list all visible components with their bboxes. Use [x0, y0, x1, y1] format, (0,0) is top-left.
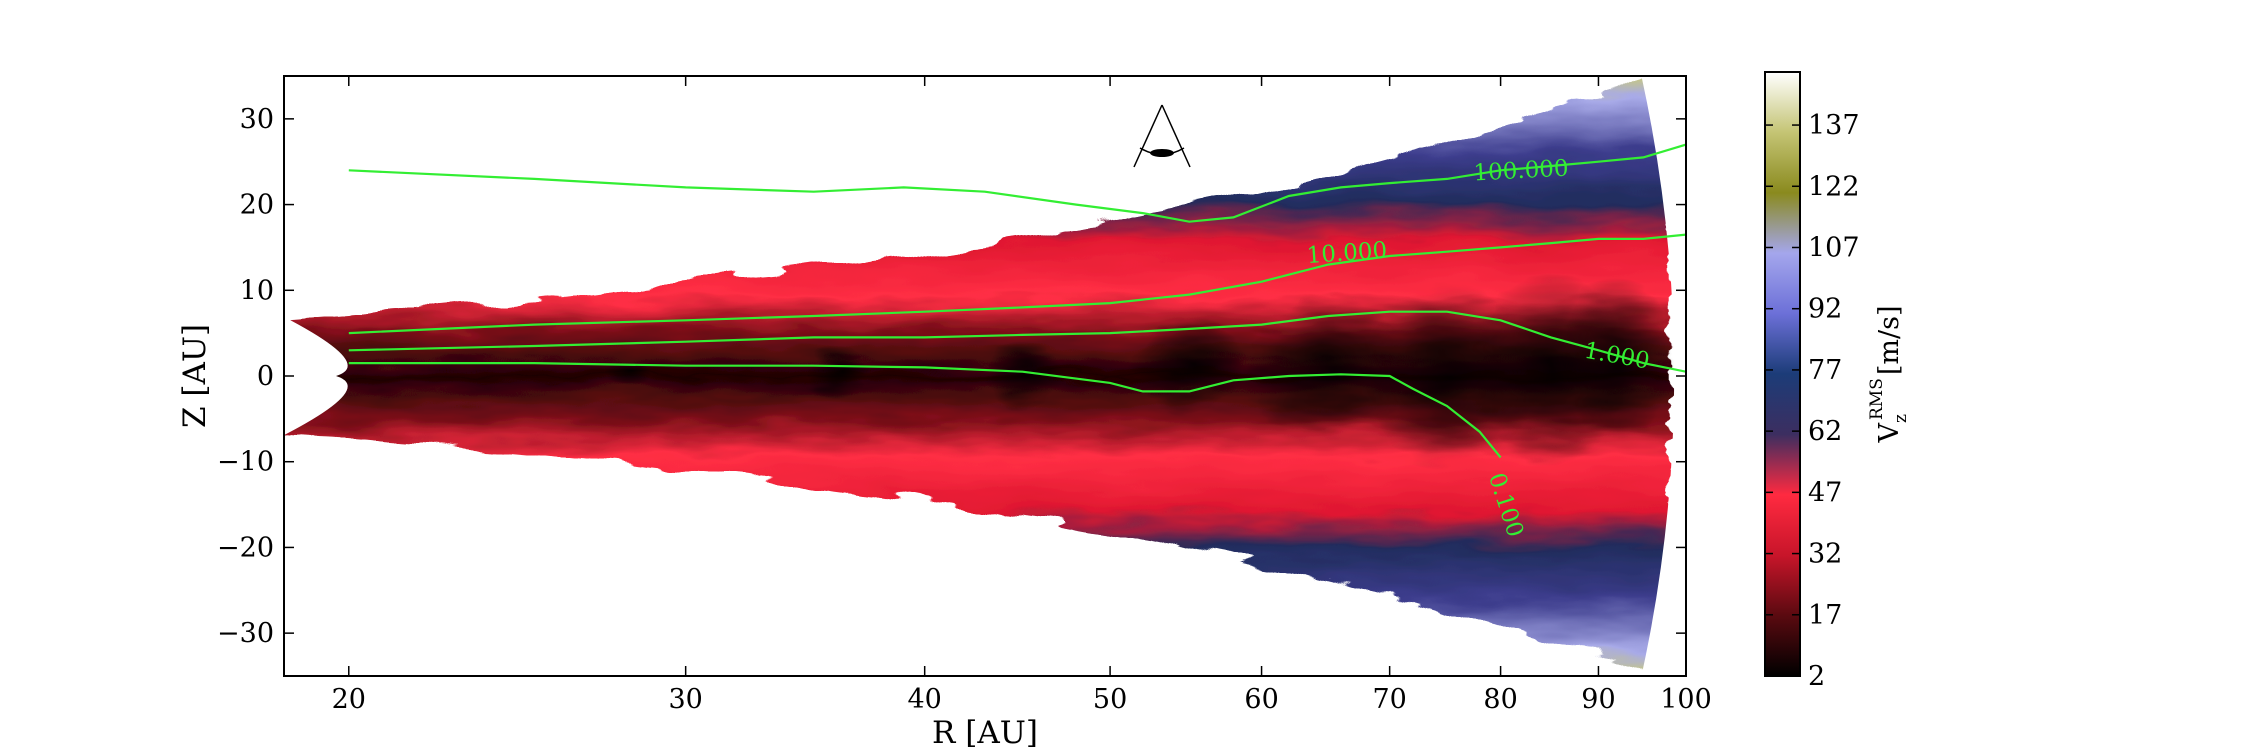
colorbar-tick-label: 92	[1808, 294, 1842, 325]
inner-boundary-hole	[284, 316, 348, 436]
dark-midplane-core	[606, 271, 1672, 466]
colorbar-label-unit: [m/s]	[1874, 306, 1905, 376]
x-tick-label: 90	[1581, 684, 1615, 715]
contour-label: 10.000	[1306, 238, 1388, 270]
dark-core-blob	[1561, 274, 1672, 443]
colorbar-label-main: V	[1874, 422, 1905, 443]
colorbar-label-sup: RMS	[1867, 378, 1887, 420]
dark-core-blob	[807, 345, 868, 399]
colorbar: 137 122 107 92 77 62 47 32 17 2 Vz RMS[m/s]	[1764, 71, 1911, 692]
x-tick-label: 60	[1244, 684, 1278, 715]
x-axis-label: R [AU]	[932, 715, 1038, 750]
y-axis-ticks: 30 20 10 0 −10 −20 −30	[217, 104, 1686, 649]
colorbar-tick-label: 77	[1808, 355, 1842, 386]
y-tick-label: 20	[240, 190, 274, 221]
y-tick-label: −10	[217, 447, 274, 478]
y-tick-label: 30	[240, 104, 274, 135]
colorbar-frame	[1764, 71, 1801, 677]
contour-line	[348, 310, 1686, 373]
colorbar-tick-label: 62	[1808, 416, 1842, 447]
x-tick-label: 30	[668, 684, 702, 715]
x-tick-label: 40	[908, 684, 942, 715]
y-tick-label: −20	[217, 532, 274, 563]
y-tick-label: 10	[240, 275, 274, 306]
dark-core-blob	[606, 356, 651, 396]
contour-line	[348, 362, 1502, 459]
contour-line	[348, 233, 1686, 335]
contour-label: 100.000	[1473, 156, 1569, 187]
x-tick-label: 20	[332, 684, 366, 715]
colorbar-tick-label: 107	[1808, 232, 1860, 263]
colorbar-tick-label: 47	[1808, 477, 1842, 508]
colorbar-fill	[1765, 72, 1800, 676]
dark-core-blob	[1134, 319, 1245, 416]
dark-core-blob	[982, 342, 1063, 410]
x-axis-ticks: 20 30 40 50 60 70 80 90 100	[332, 76, 1712, 715]
y-tick-label: 0	[257, 361, 274, 392]
x-tick-label: 80	[1483, 684, 1517, 715]
colorbar-label-sub: z	[1891, 414, 1911, 423]
colorbar-tick-label: 137	[1808, 110, 1860, 141]
disk-velocity-field	[284, 76, 1670, 676]
y-tick-label: −30	[217, 618, 274, 649]
colorbar-tick-label: 2	[1808, 661, 1825, 692]
observer-eye-viewing-angle-icon	[1133, 104, 1191, 168]
colorbar-tick-label: 32	[1808, 539, 1842, 570]
x-tick-label: 100	[1660, 684, 1712, 715]
colorbar-tick-label: 17	[1808, 600, 1842, 631]
colorbar-tick-label: 122	[1808, 171, 1860, 202]
y-axis-label: Z [AU]	[177, 324, 213, 428]
x-tick-label: 50	[1093, 684, 1127, 715]
colorbar-label: Vz RMS[m/s]	[1867, 306, 1911, 444]
colorbar-ticks: 137 122 107 92 77 62 47 32 17 2	[1765, 110, 1860, 692]
x-tick-label: 70	[1372, 684, 1406, 715]
contour-line	[348, 143, 1686, 223]
outer-boundary-cut	[1641, 76, 1686, 676]
